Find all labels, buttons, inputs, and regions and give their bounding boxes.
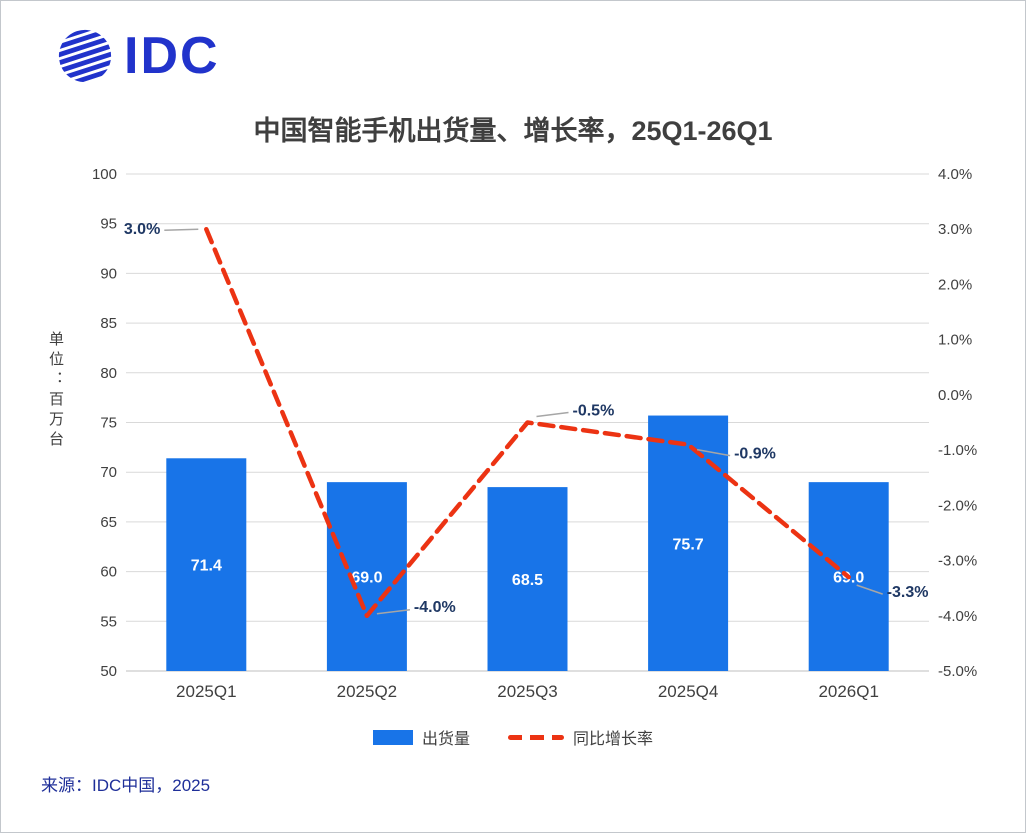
- right-axis-tick: -2.0%: [938, 497, 977, 514]
- legend-item-shipments: 出货量: [372, 725, 470, 749]
- label-leader-line: [856, 584, 883, 595]
- right-axis-tick: 3.0%: [938, 221, 972, 238]
- idc-logo: IDC: [56, 27, 220, 85]
- legend-bar-swatch: [372, 729, 413, 745]
- right-axis-tick: 2.0%: [938, 276, 972, 293]
- right-axis-tick: 1.0%: [938, 332, 972, 349]
- label-leader-line: [376, 609, 410, 615]
- legend: 出货量 同比增长率: [1, 725, 1025, 749]
- left-axis-tick: 90: [100, 265, 117, 282]
- left-axis-tick: 80: [100, 365, 117, 382]
- right-axis-tick: 0.0%: [938, 387, 972, 404]
- bar-2025Q3: [487, 487, 568, 671]
- label-leader-line: [536, 411, 569, 418]
- bar-2025Q4: [648, 415, 729, 671]
- x-axis-label: 2025Q3: [497, 682, 558, 701]
- bar-value-label: 71.4: [191, 558, 222, 575]
- chart-title: 中国智能手机出货量、增长率，25Q1-26Q1: [253, 116, 773, 146]
- x-axis-label: 2025Q4: [658, 682, 719, 701]
- left-axis-tick: 50: [100, 663, 117, 680]
- growth-point-label: -4.0%: [414, 599, 456, 616]
- legend-item-growth: 同比增长率: [508, 725, 653, 749]
- legend-line-swatch: [508, 734, 564, 740]
- left-axis-tick: 70: [100, 464, 117, 481]
- growth-point-label: -0.9%: [734, 446, 776, 463]
- legend-line-label: 同比增长率: [573, 731, 654, 748]
- x-axis-label: 2025Q1: [176, 682, 237, 701]
- left-axis-tick: 95: [100, 216, 117, 233]
- left-axis-tick: 55: [100, 613, 117, 630]
- label-leader-line: [696, 448, 731, 457]
- growth-point-label: -3.3%: [887, 584, 929, 601]
- idc-globe-icon: [56, 27, 114, 85]
- left-axis-tick: 75: [100, 415, 117, 432]
- left-axis-tick: 100: [92, 166, 117, 183]
- left-axis-tick: 60: [100, 564, 117, 581]
- x-axis-label: 2025Q2: [337, 682, 398, 701]
- right-axis-tick: 4.0%: [938, 166, 972, 183]
- left-axis-tick: 65: [100, 514, 117, 531]
- bar-value-label: 75.7: [673, 536, 704, 553]
- bar-value-label: 69.0: [351, 570, 382, 587]
- bar-value-label: 68.5: [512, 572, 543, 589]
- right-axis-tick: -1.0%: [938, 442, 977, 459]
- right-axis-tick: -3.0%: [938, 553, 977, 570]
- growth-point-label: -0.5%: [573, 403, 615, 420]
- label-leader-line: [164, 228, 199, 231]
- source-note: 来源：IDC中国，2025: [41, 776, 211, 795]
- right-axis-tick: -5.0%: [938, 663, 977, 680]
- bar-2025Q2: [326, 482, 407, 671]
- left-axis-title: 单位：百万台: [47, 331, 64, 451]
- x-axis-label: 2026Q1: [818, 682, 879, 701]
- right-axis-tick: -4.0%: [938, 608, 977, 625]
- bar-2025Q1: [166, 458, 247, 671]
- growth-line: [204, 226, 851, 619]
- growth-point-label: 3.0%: [124, 221, 160, 238]
- left-axis-tick: 85: [100, 315, 117, 332]
- idc-logo-text: IDC: [124, 27, 220, 85]
- legend-bar-label: 出货量: [421, 731, 470, 748]
